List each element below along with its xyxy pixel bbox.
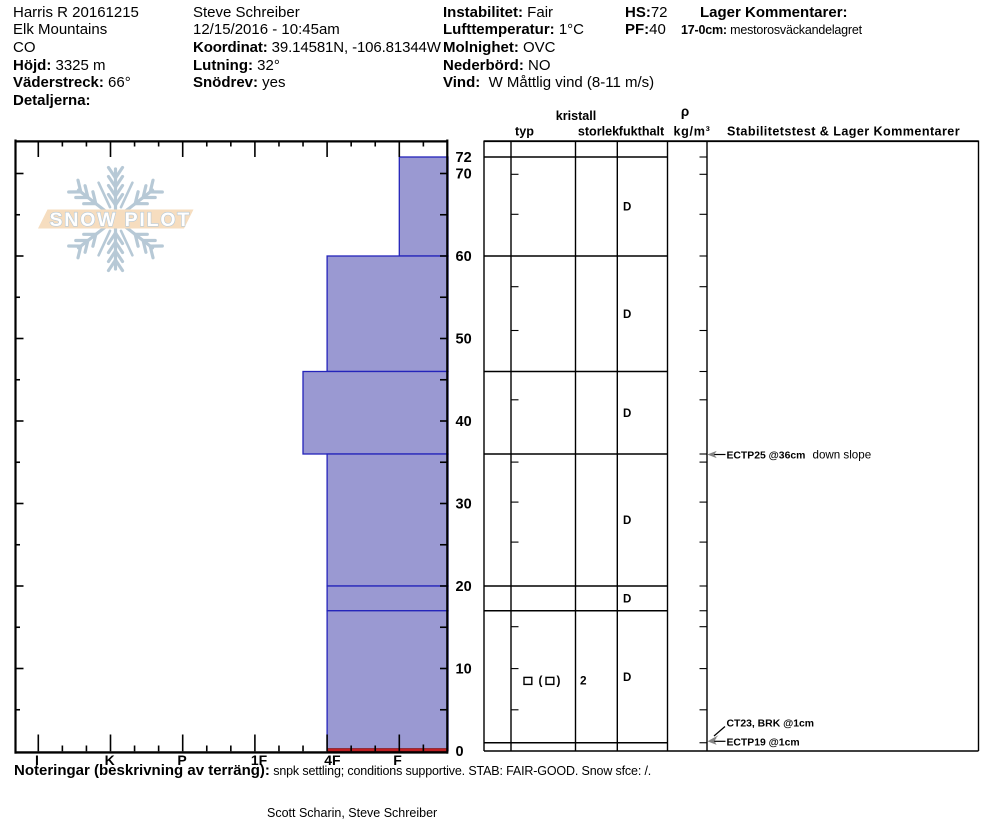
- svg-text:ECTP19 @1cm: ECTP19 @1cm: [727, 737, 800, 748]
- svg-text:0: 0: [456, 744, 464, 760]
- svg-text:D: D: [623, 309, 631, 321]
- svg-text:40: 40: [456, 414, 472, 430]
- svg-text:2: 2: [580, 674, 587, 688]
- svg-text:K: K: [105, 752, 115, 768]
- svg-text:70: 70: [456, 167, 472, 183]
- svg-text:72: 72: [456, 150, 472, 166]
- svg-text:storlek: storlek: [578, 125, 620, 139]
- svg-text:F: F: [393, 752, 402, 768]
- svg-text:ECTP25 @36cm: ECTP25 @36cm: [727, 451, 806, 462]
- svg-text:): ): [557, 674, 561, 688]
- svg-text:20: 20: [456, 579, 472, 595]
- svg-text:D: D: [623, 593, 631, 605]
- svg-text:typ: typ: [515, 125, 534, 139]
- svg-text:kg/m³: kg/m³: [673, 125, 710, 139]
- svg-text:kristall: kristall: [556, 109, 597, 123]
- svg-text:4F: 4F: [324, 752, 341, 768]
- svg-text:fukthalt: fukthalt: [619, 125, 665, 139]
- svg-text:D: D: [623, 408, 631, 420]
- svg-text:SNOW PILOT: SNOW PILOT: [50, 209, 192, 231]
- svg-text:30: 30: [456, 497, 472, 513]
- svg-text:P: P: [177, 752, 186, 768]
- svg-text:D: D: [623, 672, 631, 684]
- svg-text:50: 50: [456, 332, 472, 348]
- svg-text:I: I: [35, 752, 39, 768]
- svg-text:10: 10: [456, 662, 472, 678]
- svg-text:down slope: down slope: [813, 449, 872, 462]
- svg-text:(: (: [539, 674, 543, 688]
- svg-text:60: 60: [456, 249, 472, 265]
- svg-text:D: D: [623, 515, 631, 527]
- svg-text:D: D: [623, 202, 631, 214]
- svg-text:Stabilitetstest & Lager Kommen: Stabilitetstest & Lager Kommentarer: [727, 125, 960, 139]
- svg-text:ρ: ρ: [681, 104, 689, 119]
- svg-text:1F: 1F: [251, 752, 268, 768]
- svg-text:CT23, BRK @1cm: CT23, BRK @1cm: [727, 719, 815, 730]
